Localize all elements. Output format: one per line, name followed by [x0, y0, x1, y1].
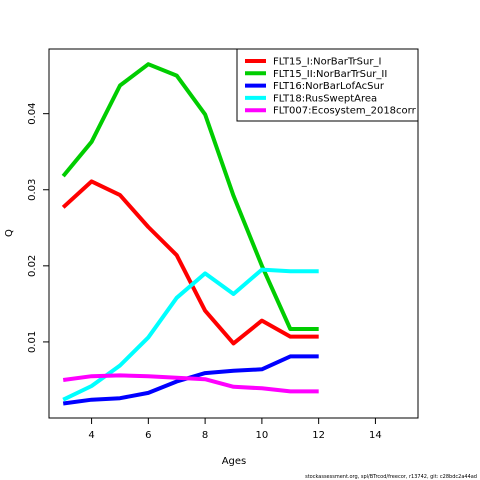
x-axis-title: Ages — [222, 456, 247, 467]
x-axis: 4 6 8 10 12 14 — [88, 418, 382, 441]
x-tick-label: 6 — [145, 430, 151, 441]
legend-label: FLT15_I:NorBarTrSur_I — [273, 57, 381, 68]
series-line-5 — [62, 373, 319, 394]
y-tick-label: 0.03 — [27, 179, 38, 201]
legend-label: FLT18:RusSweptArea — [273, 93, 377, 104]
series-line-1 — [61, 179, 319, 346]
legend-label: FLT16:NorBarLofAcSur — [273, 81, 385, 92]
series-layer — [61, 62, 319, 406]
y-tick-label: 0.04 — [27, 103, 38, 125]
x-tick-label: 14 — [369, 430, 382, 441]
y-axis: 0.01 0.02 0.03 0.04 — [27, 103, 49, 353]
y-tick-label: 0.02 — [27, 255, 38, 277]
y-tick-label: 0.01 — [27, 331, 38, 353]
legend-label: FLT007:Ecosystem_2018corr — [273, 106, 417, 117]
plot-frame — [48, 48, 419, 419]
x-tick-label: 4 — [88, 430, 94, 441]
legend: FLT15_I:NorBarTrSur_IFLT15_II:NorBarTrSu… — [236, 48, 419, 122]
series-line-2 — [61, 62, 319, 331]
legend-box — [236, 48, 419, 122]
x-tick-label: 12 — [312, 430, 325, 441]
x-tick-label: 8 — [202, 430, 208, 441]
legend-label: FLT15_II:NorBarTrSur_II — [273, 69, 387, 80]
y-axis-title: Q — [4, 229, 15, 237]
x-tick-label: 10 — [256, 430, 269, 441]
footer-note: stockassessment.org, spl/BTrcod/freecor,… — [305, 474, 477, 480]
